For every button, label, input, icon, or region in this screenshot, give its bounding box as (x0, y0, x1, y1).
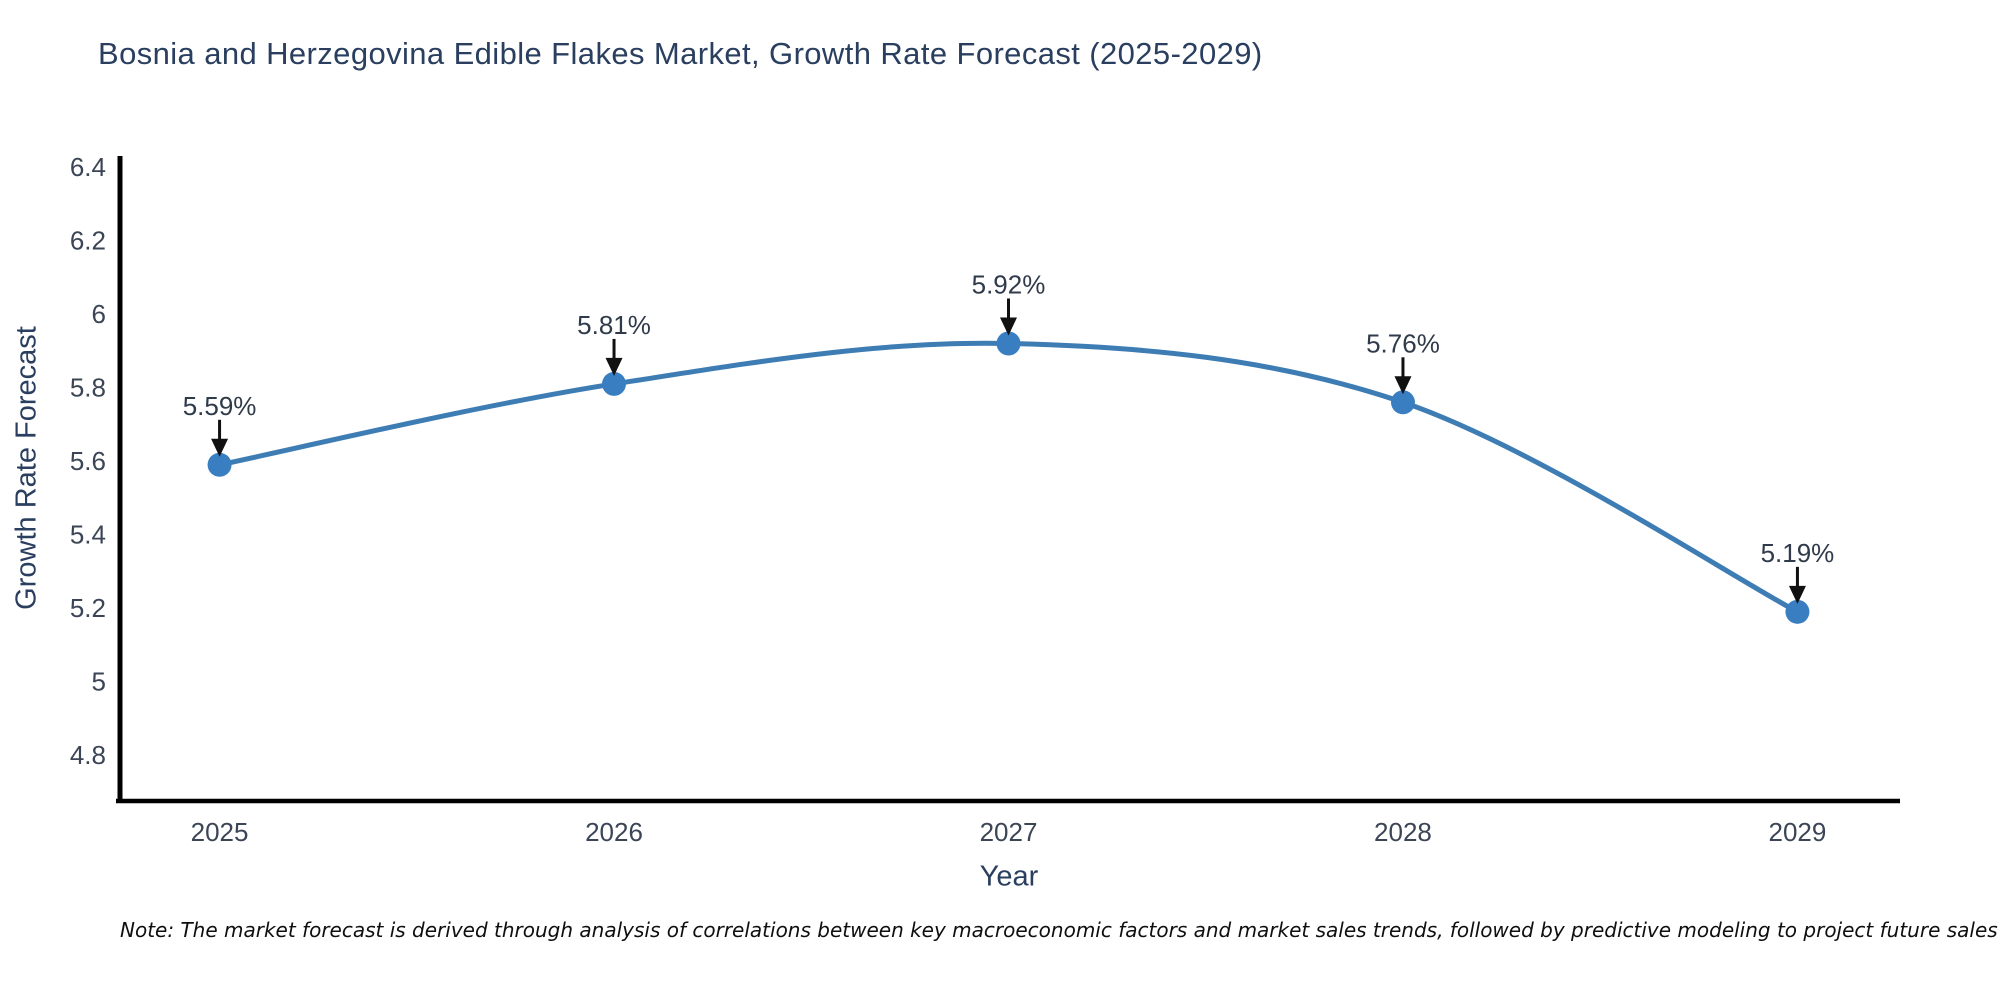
point-annotation: 5.92% (972, 269, 1046, 299)
point-annotation: 5.59% (183, 391, 257, 421)
annotation-arrowhead (1394, 376, 1412, 395)
y-tick-label: 5.4 (70, 520, 106, 550)
point-annotation: 5.81% (577, 310, 651, 340)
annotation-arrowhead (1788, 585, 1806, 604)
x-tick-label: 2028 (1374, 817, 1432, 847)
trend-line (217, 340, 1800, 615)
y-tick-label: 5.8 (70, 373, 106, 403)
y-tick-label: 5 (92, 667, 106, 697)
x-tick-label: 2026 (585, 817, 643, 847)
annotation-arrowhead (605, 357, 623, 376)
point-annotation: 5.19% (1761, 538, 1835, 568)
y-tick-label: 6.2 (70, 226, 106, 256)
data-point (1785, 599, 1810, 624)
x-tick-label: 2027 (980, 817, 1038, 847)
x-tick-label: 2025 (191, 817, 249, 847)
chart-title: Bosnia and Herzegovina Edible Flakes Mar… (98, 36, 1263, 71)
point-annotation: 5.76% (1366, 328, 1440, 358)
y-tick-label: 4.8 (70, 740, 106, 770)
footnote: Note: The market forecast is derived thr… (120, 918, 1998, 942)
y-tick-label: 6 (92, 299, 106, 329)
annotation-arrowhead (211, 438, 229, 457)
data-point (996, 331, 1021, 356)
y-tick-label: 5.2 (70, 593, 106, 623)
x-tick-label: 2029 (1769, 817, 1827, 847)
data-point (602, 371, 627, 396)
y-tick-label: 6.4 (70, 152, 106, 182)
data-point (207, 452, 232, 477)
x-axis-title: Year (979, 860, 1039, 893)
y-tick-label: 5.6 (70, 446, 106, 476)
annotation-arrowhead (1000, 317, 1017, 336)
data-point (1390, 390, 1415, 415)
